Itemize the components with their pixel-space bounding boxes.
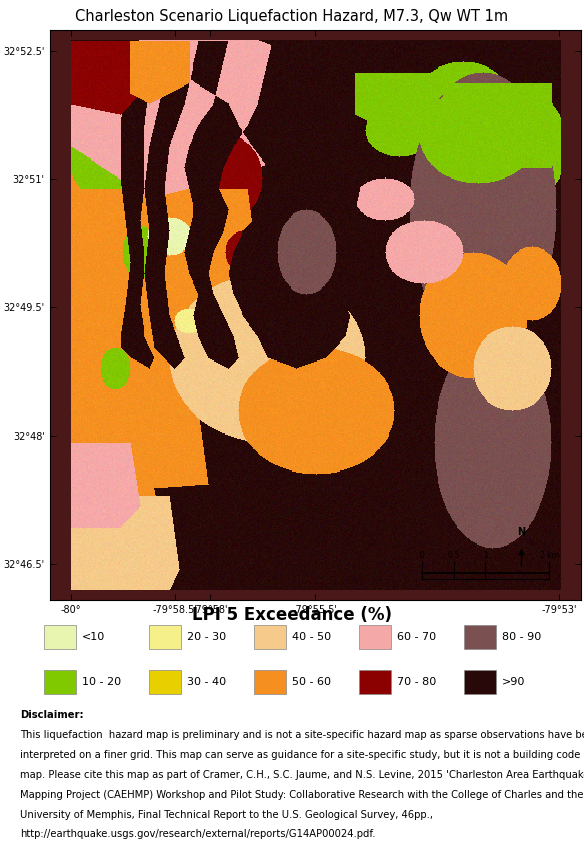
- Text: 0.5: 0.5: [447, 551, 460, 560]
- Bar: [464, 625, 496, 650]
- Bar: [359, 670, 391, 695]
- Text: 30 - 40: 30 - 40: [187, 678, 226, 687]
- Text: 10 - 20: 10 - 20: [82, 678, 121, 687]
- Text: http://earthquake.usgs.gov/research/external/reports/G14AP00024.pdf.: http://earthquake.usgs.gov/research/exte…: [20, 829, 376, 839]
- Bar: [44, 625, 76, 650]
- Text: interpreted on a finer grid. This map can serve as guidance for a site-specific : interpreted on a finer grid. This map ca…: [20, 750, 584, 760]
- Bar: [254, 670, 286, 695]
- Bar: [464, 670, 496, 695]
- Bar: [44, 670, 76, 695]
- Text: 1: 1: [483, 551, 488, 560]
- Text: 20 - 30: 20 - 30: [187, 632, 226, 642]
- Text: Mapping Project (CAEHMP) Workshop and Pilot Study: Collaborative Research with t: Mapping Project (CAEHMP) Workshop and Pi…: [20, 789, 584, 800]
- Bar: [254, 625, 286, 650]
- Text: 70 - 80: 70 - 80: [397, 678, 436, 687]
- Text: 2 km: 2 km: [540, 551, 559, 560]
- Text: 50 - 60: 50 - 60: [292, 678, 331, 687]
- Text: LPI 5 Exceedance (%): LPI 5 Exceedance (%): [192, 606, 392, 624]
- Bar: [149, 625, 181, 650]
- Text: Charleston Scenario Liquefaction Hazard, M7.3, Qw WT 1m: Charleston Scenario Liquefaction Hazard,…: [75, 9, 509, 24]
- Text: 40 - 50: 40 - 50: [292, 632, 331, 642]
- Text: N: N: [517, 528, 526, 537]
- Text: 60 - 70: 60 - 70: [397, 632, 436, 642]
- Text: <10: <10: [82, 632, 105, 642]
- Text: 80 - 90: 80 - 90: [502, 632, 541, 642]
- Text: >90: >90: [502, 678, 526, 687]
- Text: This liquefaction  hazard map is preliminary and is not a site-specific hazard m: This liquefaction hazard map is prelimin…: [20, 730, 584, 740]
- Bar: [359, 625, 391, 650]
- Text: map. Please cite this map as part of Cramer, C.H., S.C. Jaume, and N.S. Levine, : map. Please cite this map as part of Cra…: [20, 770, 584, 780]
- Text: University of Memphis, Final Technical Report to the U.S. Geological Survey, 46p: University of Memphis, Final Technical R…: [20, 810, 433, 820]
- Text: 0: 0: [419, 551, 424, 560]
- Bar: [149, 670, 181, 695]
- Text: Disclaimer:: Disclaimer:: [20, 711, 84, 720]
